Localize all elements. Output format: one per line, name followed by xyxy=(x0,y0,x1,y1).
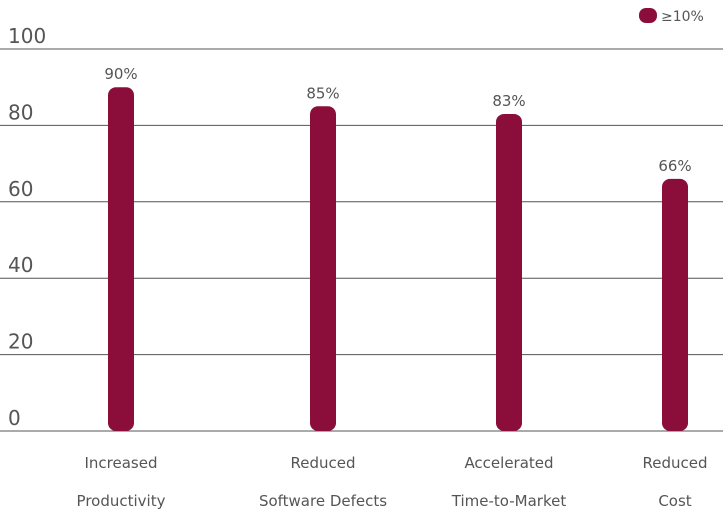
y-axis-tick-labels: 0 20 40 60 80 100 xyxy=(8,24,46,430)
y-tick-label: 80 xyxy=(8,100,33,124)
bar xyxy=(496,113,522,431)
y-tick-label: 60 xyxy=(8,177,33,201)
y-tick-label: 0 xyxy=(8,406,21,430)
category-label: Increased xyxy=(84,454,157,472)
data-label: 85% xyxy=(306,84,339,102)
bar xyxy=(108,87,134,431)
data-label: 90% xyxy=(104,65,137,83)
data-label: 66% xyxy=(658,157,691,175)
legend: ≥10% xyxy=(639,8,704,25)
data-label: 83% xyxy=(492,92,525,110)
legend-swatch xyxy=(639,8,657,23)
category-label: Cost xyxy=(658,492,691,510)
data-labels: 90% 85% 83% 66% xyxy=(104,65,691,175)
category-label: Software Defects xyxy=(259,492,387,510)
category-label: Reduced xyxy=(290,454,355,472)
bar-series xyxy=(108,87,688,432)
bar xyxy=(662,178,688,431)
bar xyxy=(310,106,336,432)
y-tick-label: 100 xyxy=(8,24,46,48)
category-label: Reduced xyxy=(642,454,707,472)
category-label: Productivity xyxy=(77,492,166,510)
category-label: Time-to-Market xyxy=(451,492,567,510)
y-tick-label: 40 xyxy=(8,253,33,277)
category-label: Accelerated xyxy=(464,454,553,472)
y-tick-label: 20 xyxy=(8,330,33,354)
category-labels: Increased Productivity Reduced Software Def… xyxy=(77,454,708,510)
legend-label: ≥10% xyxy=(661,9,704,25)
